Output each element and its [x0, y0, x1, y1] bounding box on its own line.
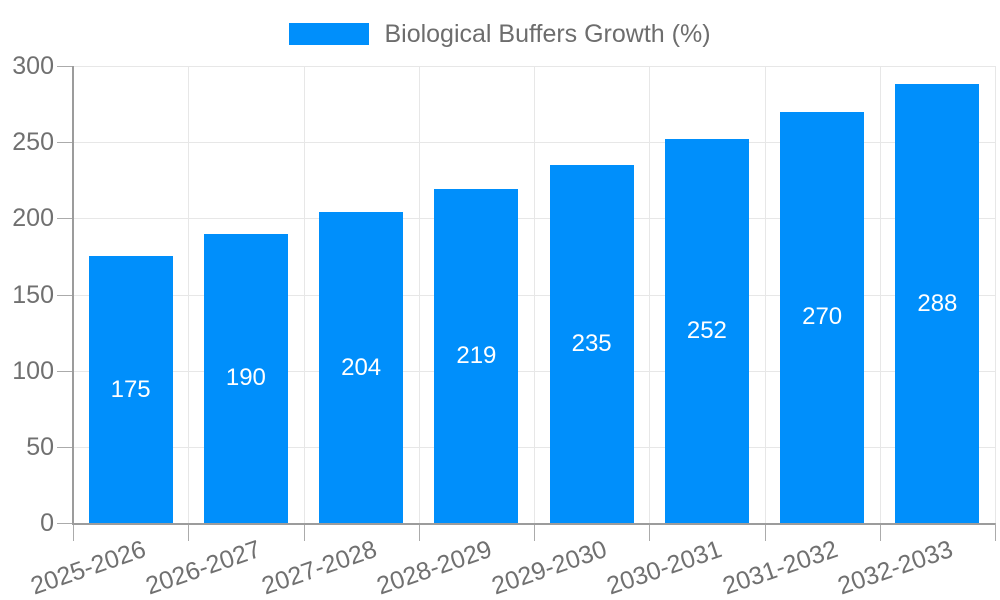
bar[interactable]: 219: [434, 189, 519, 523]
x-gridline: [879, 66, 881, 523]
y-axis-label: 100: [12, 356, 54, 385]
y-axis-label: 250: [12, 128, 54, 157]
y-axis-label: 150: [12, 280, 54, 309]
x-gridline: [418, 66, 420, 523]
x-axis-label: 2028-2029: [373, 535, 496, 600]
bar[interactable]: 190: [203, 233, 288, 523]
x-axis-tick: [995, 523, 996, 541]
y-axis-tick: [57, 142, 73, 144]
legend-swatch: [289, 23, 370, 45]
x-axis-tick: [534, 523, 535, 541]
y-axis-label: 200: [12, 204, 54, 233]
x-axis-label: 2030-2031: [603, 535, 726, 600]
x-gridline: [303, 66, 305, 523]
bar-value-label: 288: [917, 289, 958, 317]
bar[interactable]: 252: [664, 139, 749, 523]
x-axis-tick: [418, 523, 420, 541]
bar[interactable]: 270: [780, 111, 865, 523]
x-axis-tick: [303, 523, 305, 541]
x-gridline: [649, 66, 651, 523]
x-axis-tick: [73, 523, 74, 541]
x-gridline: [995, 66, 996, 523]
legend-label: Biological Buffers Growth (%): [384, 20, 711, 48]
x-axis-label: 2025-2026: [27, 535, 150, 600]
bar-value-label: 235: [571, 330, 612, 357]
x-gridline: [534, 66, 535, 523]
x-axis-tick: [879, 523, 881, 541]
x-axis-tick: [649, 523, 651, 541]
bar-value-label: 204: [341, 353, 382, 381]
y-axis-tick: [57, 446, 73, 448]
legend[interactable]: Biological Buffers Growth (%): [0, 21, 1000, 47]
x-axis-label: 2029-2030: [488, 535, 611, 600]
y-axis-label: 0: [40, 509, 54, 537]
y-axis-tick: [57, 523, 73, 524]
bar[interactable]: 288: [895, 84, 980, 523]
y-axis-label: 50: [26, 432, 54, 461]
x-axis-label: 2027-2028: [257, 535, 380, 600]
bar[interactable]: 235: [549, 165, 634, 523]
x-axis-tick: [764, 523, 766, 541]
bar-value-label: 219: [456, 342, 497, 370]
bar-value-label: 190: [225, 364, 266, 392]
bar-value-label: 270: [802, 303, 843, 331]
bar[interactable]: 204: [319, 212, 404, 523]
bar-value-label: 252: [686, 317, 727, 345]
y-axis-tick: [57, 294, 73, 296]
x-axis-label: 2031-2032: [718, 535, 841, 600]
x-gridline: [764, 66, 766, 523]
bar-value-label: 175: [110, 375, 151, 403]
y-axis-tick: [57, 66, 73, 67]
x-axis-label: 2026-2027: [142, 535, 265, 600]
x-axis-tick: [188, 523, 190, 541]
x-axis-label: 2032-2033: [834, 535, 957, 600]
y-axis-tick: [57, 370, 73, 372]
x-gridline: [188, 66, 190, 523]
y-axis-tick: [57, 218, 73, 220]
x-axis-line: [73, 523, 995, 525]
y-axis-line: [72, 66, 74, 525]
y-axis-label: 300: [12, 52, 54, 80]
bar[interactable]: 175: [88, 256, 173, 523]
